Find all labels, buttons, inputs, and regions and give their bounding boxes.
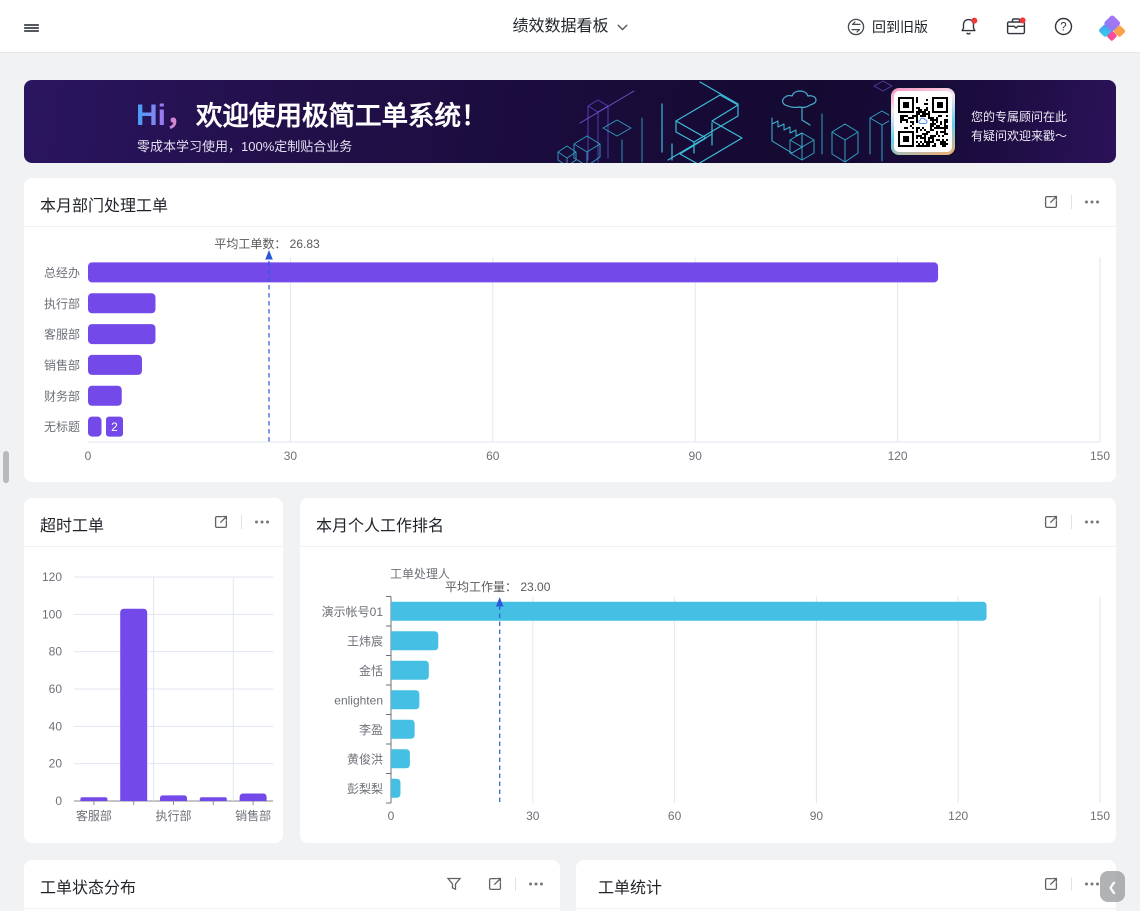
svg-text:0: 0 <box>388 809 395 823</box>
svg-text:总经办: 总经办 <box>44 265 80 280</box>
svg-text:100: 100 <box>42 607 62 621</box>
svg-text:120: 120 <box>888 449 908 463</box>
svg-text:演示帐号01: 演示帐号01 <box>322 604 384 619</box>
svg-text:0: 0 <box>85 449 92 463</box>
svg-text:客服部: 客服部 <box>44 327 80 342</box>
svg-text:客服部: 客服部 <box>76 808 112 823</box>
svg-text:财务部: 财务部 <box>44 388 80 403</box>
svg-text:金恬: 金恬 <box>359 663 383 678</box>
svg-text:150: 150 <box>1090 809 1110 823</box>
svg-text:执行部: 执行部 <box>155 808 191 823</box>
svg-text:无标题: 无标题 <box>44 420 80 434</box>
svg-text:平均工单数： 26.83: 平均工单数： 26.83 <box>214 236 320 251</box>
svg-text:工单处理人: 工单处理人 <box>390 567 450 581</box>
svg-text:30: 30 <box>526 809 540 823</box>
svg-text:?: ? <box>1060 22 1066 34</box>
svg-text:平均工作量： 23.00: 平均工作量： 23.00 <box>445 580 551 594</box>
svg-text:李盈: 李盈 <box>359 722 383 737</box>
svg-text:销售部: 销售部 <box>235 808 271 823</box>
svg-text:彭梨梨: 彭梨梨 <box>347 782 383 796</box>
svg-text:40: 40 <box>49 719 63 733</box>
svg-text:120: 120 <box>948 809 968 823</box>
svg-text:enlighten: enlighten <box>334 693 383 707</box>
svg-text:黄俊洪: 黄俊洪 <box>347 751 383 766</box>
svg-text:销售部: 销售部 <box>44 357 80 372</box>
svg-text:王炜宸: 王炜宸 <box>347 633 383 648</box>
svg-text:60: 60 <box>49 682 63 696</box>
svg-text:80: 80 <box>49 645 63 659</box>
svg-text:0: 0 <box>55 794 62 808</box>
svg-text:120: 120 <box>42 570 62 584</box>
svg-text:150: 150 <box>1090 449 1110 463</box>
svg-text:60: 60 <box>668 809 682 823</box>
svg-text:60: 60 <box>486 449 500 463</box>
svg-text:执行部: 执行部 <box>44 296 80 311</box>
svg-text:90: 90 <box>810 809 824 823</box>
svg-text:90: 90 <box>689 449 703 463</box>
svg-text:2: 2 <box>111 420 118 434</box>
svg-text:20: 20 <box>49 757 63 771</box>
svg-text:30: 30 <box>284 449 298 463</box>
